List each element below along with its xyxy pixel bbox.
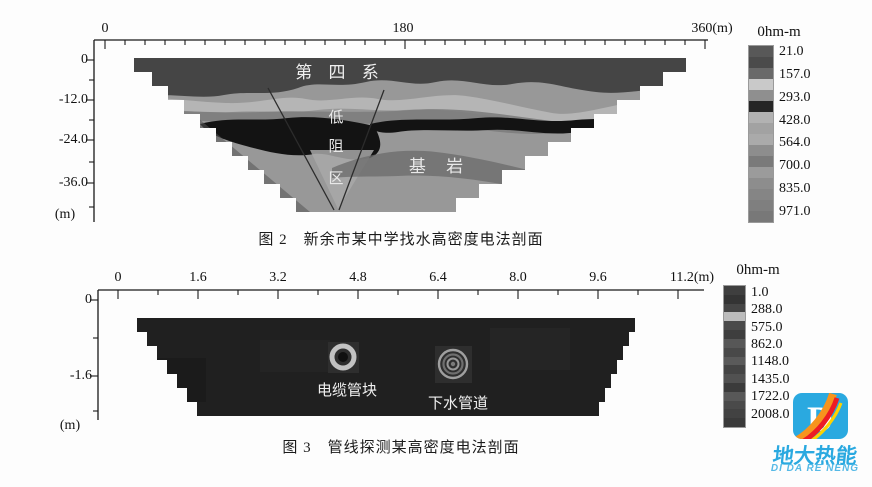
- fig2-label-low1: 低: [328, 109, 343, 126]
- logo-icon: D: [793, 393, 848, 439]
- fig2-cb-157: 157.0: [779, 67, 811, 82]
- figure2-caption: 图 2 新余市某中学找水高密度电法剖面: [258, 232, 544, 248]
- fig2-ytick-0: 0: [81, 52, 88, 67]
- fig3-xtick-1-6: 1.6: [189, 270, 207, 285]
- fig2-xtick-0: 0: [101, 21, 109, 36]
- fig3-cb-288: 288.0: [751, 302, 783, 317]
- fig2-quaternary-layer: [118, 58, 686, 99]
- fig3-axes: [97, 289, 704, 420]
- logo-brand-subtitle: DI DA RE NENG: [770, 463, 860, 474]
- fig3-ytick-0: 0: [85, 292, 92, 307]
- fig3-y-unit: (m): [59, 418, 81, 433]
- fig3-mottle: [490, 328, 570, 370]
- fig2-colorbar-title: 0hm-m: [757, 24, 801, 40]
- fig2-cb-835: 835.0: [779, 181, 811, 196]
- fig2-fault-line-right: [338, 89, 385, 211]
- fig2-label-quaternary: 第 四 系: [295, 63, 385, 82]
- fig2-light-band: [118, 95, 686, 127]
- fig3-xtick-9-6: 9.6: [589, 270, 607, 285]
- fig3-colorbar: [723, 285, 746, 428]
- fig3-cb-2008: 2008.0: [751, 407, 790, 422]
- fig3-cb-862: 862.0: [751, 337, 783, 352]
- fig2-y-unit: (m): [54, 207, 76, 222]
- fig3-cb-1: 1.0: [751, 285, 769, 300]
- fig3-xtick-11-2: 11.2(m): [669, 270, 715, 285]
- fig2-xtick-180: 180: [392, 21, 414, 36]
- fig3-pseudosection: [128, 318, 635, 416]
- fig2-ytick-24: -24.0: [58, 132, 88, 147]
- fig3-tick-marks: [90, 290, 679, 412]
- fig2-cb-293: 293.0: [779, 90, 811, 105]
- fig2-ytick-36: -36.0: [58, 175, 88, 190]
- fig2-label-low2: 阻: [328, 138, 343, 155]
- fig3-mottle: [260, 340, 330, 372]
- fig3-xtick-8-0: 8.0: [509, 270, 527, 285]
- fig3-cb-575: 575.0: [751, 320, 783, 335]
- fig2-cb-21: 21.0: [779, 44, 804, 59]
- fig2-cb-564: 564.0: [779, 135, 811, 150]
- fig3-anomaly2-core: [450, 361, 456, 367]
- fig3-cb-1435: 1435.0: [751, 372, 790, 387]
- fig2-cb-971: 971.0: [779, 204, 811, 219]
- fig3-anomaly2-ring: [446, 357, 460, 371]
- fig2-fault-line-left: [267, 87, 335, 211]
- fig3-cb-1148: 1148.0: [751, 354, 789, 369]
- fig3-label-cable: 电缆管块: [317, 382, 377, 399]
- fig2-colorbar: [748, 45, 774, 223]
- logo-flame-icon: [793, 393, 843, 439]
- fig2-axes: [93, 39, 708, 222]
- fig2-tick-marks: [86, 40, 706, 208]
- fig3-anomaly1-core: [338, 352, 348, 362]
- fig2-pseudosection: [118, 58, 686, 212]
- fig3-xtick-0: 0: [114, 270, 122, 285]
- fig3-xtick-3-2: 3.2: [269, 270, 287, 285]
- fig2-cb-700: 700.0: [779, 158, 811, 173]
- fig3-cb-1722: 1722.0: [751, 389, 790, 404]
- fig2-ytick-12: -12.0: [58, 92, 88, 107]
- fig3-sewer-pipe-anomaly: [437, 348, 469, 380]
- fig3-cable-duct-anomaly: [329, 343, 357, 371]
- fig2-xtick-360: 360(m): [691, 21, 733, 36]
- fig2-low-resistivity-zone: [200, 117, 381, 160]
- fig2-cb-428: 428.0: [779, 113, 811, 128]
- fig3-mottle: [150, 358, 206, 402]
- fig3-anomaly2-ring: [442, 353, 464, 375]
- figure3-caption: 图 3 管线探测某高密度电法剖面: [282, 440, 520, 456]
- fig2-label-bedrock: 基 岩: [409, 157, 471, 176]
- fig3-ytick-1-6: -1.6: [69, 368, 92, 383]
- fig3-xtick-4-8: 4.8: [349, 270, 367, 285]
- fig3-colorbar-title: 0hm-m: [736, 262, 780, 278]
- fig3-label-sewer: 下水管道: [428, 395, 488, 412]
- fig2-label-low3: 区: [328, 171, 343, 187]
- fig3-xtick-6-4: 6.4: [429, 270, 447, 285]
